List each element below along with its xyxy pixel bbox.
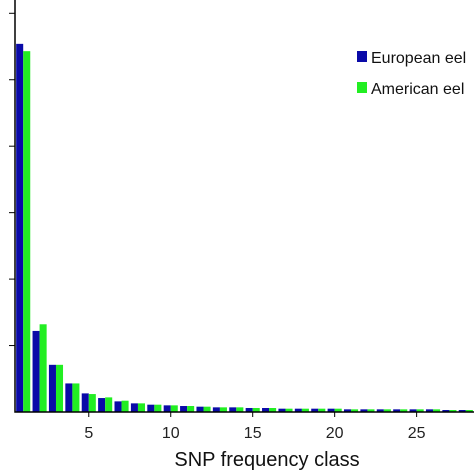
bar-american-eel-class-26 [433, 409, 441, 412]
bar-european-eel-class-25 [409, 409, 417, 412]
bar-european-eel-class-10 [163, 405, 171, 412]
bar-european-eel-class-1 [16, 43, 24, 413]
bar-european-eel-class-23 [376, 409, 384, 412]
bar-american-eel-class-17 [285, 408, 293, 412]
bar-european-eel-class-26 [425, 409, 434, 412]
x-axis-ticks: 5 10 15 20 25 [84, 412, 426, 442]
bar-american-eel-class-16 [269, 408, 277, 412]
bar-european-eel-class-12 [196, 406, 204, 412]
bar-american-eel-class-27 [449, 410, 457, 412]
bar-american-eel-class-4 [72, 383, 80, 412]
legend-swatch-european-eel [357, 51, 367, 62]
bar-european-eel-class-21 [344, 409, 352, 412]
legend-label-european-eel: European eel [371, 50, 466, 67]
bar-american-eel-class-15 [252, 408, 260, 412]
bar-series-group [16, 43, 473, 413]
x-tick-label-10: 10 [162, 425, 180, 442]
bar-american-eel-class-20 [334, 408, 342, 412]
bar-european-eel-class-17 [278, 408, 286, 412]
bar-european-eel-class-7 [114, 401, 122, 412]
bar-european-eel-class-22 [360, 409, 368, 412]
bar-european-eel-class-20 [327, 408, 335, 412]
plot-frame [14, 0, 474, 413]
bar-european-eel-class-4 [65, 383, 73, 412]
bar-american-eel-class-18 [301, 408, 309, 412]
bar-american-eel-class-7 [121, 400, 129, 412]
legend-label-american-eel: American eel [371, 81, 464, 98]
bar-european-eel-class-11 [180, 406, 188, 412]
bar-american-eel-class-12 [203, 406, 211, 412]
bar-european-eel-class-28 [458, 410, 466, 412]
bar-american-eel-class-14 [236, 407, 244, 412]
bar-european-eel-class-8 [130, 403, 138, 412]
legend: European eel American eel [357, 50, 466, 98]
bar-american-eel-class-3 [55, 364, 64, 412]
bar-american-eel-class-9 [154, 404, 162, 412]
bar-european-eel-class-13 [212, 407, 220, 412]
bar-american-eel-class-1 [23, 51, 31, 413]
x-tick-label-5: 5 [84, 425, 93, 442]
bar-american-eel-class-5 [88, 394, 96, 412]
bar-american-eel-class-11 [187, 406, 195, 412]
bar-american-eel-class-8 [137, 403, 145, 412]
bar-american-eel-class-23 [383, 409, 391, 412]
x-axis-title: SNP frequency class [174, 449, 359, 471]
bar-american-eel-class-28 [465, 410, 473, 412]
bar-european-eel-class-3 [48, 364, 56, 412]
bar-american-eel-class-21 [351, 409, 359, 412]
bar-american-eel-class-19 [318, 408, 326, 412]
bar-european-eel-class-24 [393, 409, 401, 412]
bar-american-eel-class-25 [416, 409, 424, 412]
bar-american-eel-class-13 [219, 407, 227, 412]
bar-european-eel-class-27 [442, 410, 450, 412]
bar-european-eel-class-16 [262, 408, 270, 412]
bar-european-eel-class-6 [98, 398, 106, 412]
bar-european-eel-class-15 [245, 408, 253, 412]
x-tick-label-20: 20 [326, 425, 344, 442]
bar-european-eel-class-14 [229, 407, 237, 412]
y-axis-ticks [9, 12, 15, 347]
x-tick-label-25: 25 [408, 425, 426, 442]
bar-american-eel-class-22 [367, 409, 375, 412]
bar-european-eel-class-5 [81, 393, 89, 412]
bar-european-eel-class-2 [32, 330, 40, 412]
bar-european-eel-class-18 [294, 408, 302, 412]
x-tick-label-15: 15 [244, 425, 262, 442]
legend-swatch-american-eel [357, 82, 367, 93]
bar-european-eel-class-19 [311, 408, 319, 412]
bar-american-eel-class-2 [39, 324, 47, 412]
bar-american-eel-class-6 [105, 397, 113, 412]
bar-american-eel-class-24 [400, 409, 408, 412]
bar-american-eel-class-10 [170, 405, 178, 412]
bar-european-eel-class-9 [147, 404, 155, 412]
